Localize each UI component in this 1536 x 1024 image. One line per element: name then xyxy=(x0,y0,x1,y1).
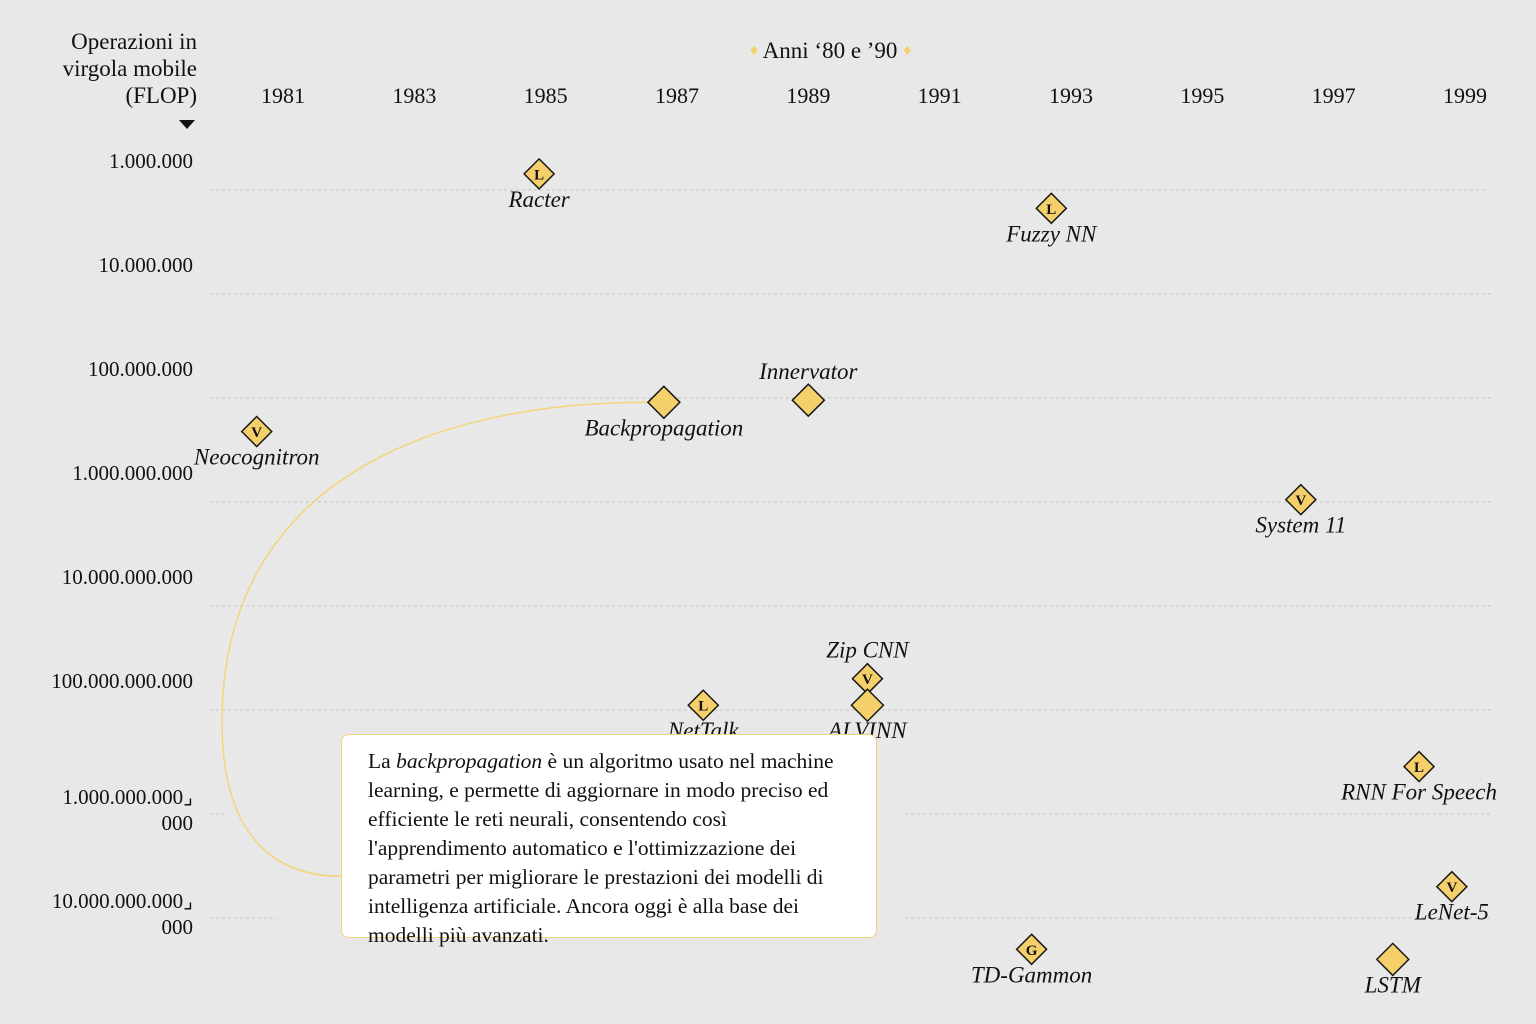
marker-letter: L xyxy=(698,699,708,715)
y-tick-label: 100.000.000 xyxy=(88,357,193,381)
data-point: Backpropagation xyxy=(584,385,743,440)
tooltip-text: La xyxy=(368,749,397,773)
data-point: L RNN For Speech xyxy=(1340,750,1497,805)
point-label: LeNet-5 xyxy=(1414,900,1489,925)
x-tick-label: 1999 xyxy=(1443,83,1487,108)
diamond-marker xyxy=(850,688,885,723)
annotation-tooltip: La backpropagation è un algoritmo usato … xyxy=(341,734,877,947)
x-tick-label: 1985 xyxy=(524,83,568,108)
diamond-marker xyxy=(646,385,681,420)
diamond-marker xyxy=(1284,483,1317,516)
marker-letter: L xyxy=(1046,202,1056,218)
y-tick-label: 100.000.000.000 xyxy=(51,669,193,693)
point-label: Innervator xyxy=(758,359,858,384)
y-tick-label: 000 xyxy=(162,915,194,939)
data-point: V Neocognitron xyxy=(193,415,320,470)
data-point: G TD-Gammon xyxy=(971,933,1092,987)
point-label: TD-Gammon xyxy=(971,962,1092,987)
diamond-marker xyxy=(791,383,826,418)
x-tick-label: 1981 xyxy=(261,83,305,108)
marker-letter: L xyxy=(534,167,544,183)
y-tick-label: 1.000.000 xyxy=(109,149,193,173)
y-tick-label: 10.000.000 xyxy=(99,253,194,277)
y-axis: 1.000.000 10.000.000 100.000.000 1.000.000.… xyxy=(51,149,193,939)
chart-title: Anni ‘80 e ’90 xyxy=(762,38,898,63)
marker-letter: V xyxy=(862,672,873,688)
y-tick-label: 1.000.000.000⌟ xyxy=(62,785,193,809)
diamond-marker xyxy=(1375,942,1410,977)
point-label: Racter xyxy=(507,187,570,212)
point-label: RNN For Speech xyxy=(1340,780,1497,805)
point-label: Fuzzy NN xyxy=(1005,221,1098,246)
grid-layer xyxy=(210,189,1492,919)
diamond-marker xyxy=(1402,750,1436,783)
x-tick-label: 1993 xyxy=(1049,83,1093,108)
tooltip-emphasis: backpropagation xyxy=(396,749,543,773)
annotation-connector-layer xyxy=(221,401,648,878)
marker-letter: V xyxy=(1446,880,1457,896)
marker-letter: V xyxy=(1295,493,1306,509)
y-tick-label: 10.000.000.000⌟ xyxy=(52,889,193,913)
x-tick-label: 1989 xyxy=(786,83,830,108)
point-label: Neocognitron xyxy=(193,445,320,470)
y-tick-label: 1.000.000.000 xyxy=(72,461,193,485)
marker-letter: L xyxy=(1414,760,1424,776)
data-point: LSTM xyxy=(1364,942,1423,997)
data-point: V System 11 xyxy=(1255,483,1346,538)
point-label: LSTM xyxy=(1364,972,1423,997)
y-tick-label: 000 xyxy=(162,811,194,835)
tooltip-text: è un algoritmo usato nel machine learnin… xyxy=(368,749,834,947)
x-tick-label: 1995 xyxy=(1180,83,1224,108)
x-tick-label: 1983 xyxy=(392,83,436,108)
data-point: L Racter xyxy=(507,157,571,212)
sort-down-arrow-icon xyxy=(179,120,195,129)
diamond-marker xyxy=(1015,933,1048,966)
data-point: Innervator xyxy=(758,359,859,418)
data-point: L Fuzzy NN xyxy=(1005,192,1098,246)
point-label: Zip CNN xyxy=(826,638,910,663)
diamond-icon: ♦ xyxy=(903,42,912,59)
period-title: ♦ Anni ‘80 e ’90 ♦ xyxy=(750,38,911,64)
marker-letter: G xyxy=(1026,943,1038,959)
y-axis-title-line: Operazioni in xyxy=(71,29,197,54)
diamond-marker xyxy=(687,689,720,722)
y-axis-title-line: (FLOP) xyxy=(125,83,197,108)
marker-letter: V xyxy=(251,425,262,441)
x-tick-label: 1991 xyxy=(918,83,962,108)
y-axis-title-line: virgola mobile xyxy=(62,56,197,81)
diamond-marker xyxy=(523,157,556,190)
data-point: V LeNet-5 xyxy=(1414,870,1489,925)
point-label: System 11 xyxy=(1255,513,1346,538)
x-tick-label: 1987 xyxy=(655,83,699,108)
x-tick-label: 1997 xyxy=(1312,83,1356,108)
y-axis-title: Operazioni in virgola mobile (FLOP) xyxy=(63,28,197,109)
diamond-icon: ♦ xyxy=(750,42,759,59)
annotation-connector-line xyxy=(221,401,648,878)
x-axis: 1981 1983 1985 1987 1989 1991 1993 1995 1997 1999 xyxy=(261,83,1487,108)
y-tick-label: 10.000.000.000 xyxy=(62,565,193,589)
diamond-marker xyxy=(1035,192,1068,225)
diamond-marker xyxy=(1435,870,1468,903)
diamond-marker xyxy=(240,415,273,448)
point-label: Backpropagation xyxy=(584,415,743,440)
data-point: V Zip CNN xyxy=(826,638,910,695)
